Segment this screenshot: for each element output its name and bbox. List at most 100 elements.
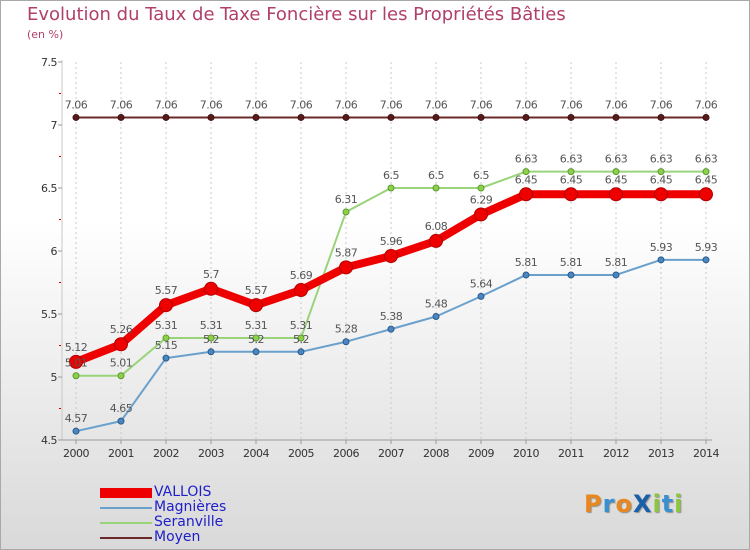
data-label-magnires: 5.2 — [293, 333, 309, 346]
data-label-magnires: 5.81 — [560, 256, 583, 269]
data-point-vallois — [699, 187, 713, 202]
data-label-magnires: 5.93 — [695, 241, 718, 254]
data-point-seranville — [117, 372, 125, 380]
data-label-seranville: 5.31 — [245, 319, 268, 332]
data-point-moyen — [612, 113, 620, 121]
data-point-magnires — [342, 338, 350, 346]
data-label-magnires: 5.28 — [335, 323, 358, 336]
x-tick-label: 2009 — [468, 447, 494, 460]
data-label-vallois: 6.29 — [470, 193, 493, 206]
data-point-seranville — [522, 168, 530, 176]
data-label-vallois: 6.08 — [425, 220, 448, 233]
x-tick-label: 2006 — [333, 447, 359, 460]
data-point-vallois — [474, 207, 488, 222]
y-tick-label: 5 — [51, 371, 58, 384]
legend-label-magnieres: Magnières — [154, 499, 227, 515]
x-tick-label: 2008 — [423, 447, 449, 460]
data-point-moyen — [432, 113, 440, 121]
x-tick-label: 2014 — [693, 447, 719, 460]
data-label-vallois: 5.87 — [335, 246, 358, 259]
data-point-seranville — [702, 168, 710, 176]
data-label-seranville: 6.63 — [650, 153, 673, 166]
data-label-vallois: 5.12 — [65, 341, 88, 354]
data-label-magnires: 5.38 — [380, 310, 403, 323]
data-label-moyen: 7.06 — [65, 98, 88, 111]
data-label-seranville: 6.63 — [560, 153, 583, 166]
data-label-moyen: 7.06 — [290, 98, 313, 111]
data-point-moyen — [387, 113, 395, 121]
data-point-seranville — [612, 168, 620, 176]
data-point-seranville — [477, 184, 485, 192]
data-label-vallois: 5.96 — [380, 235, 403, 248]
data-point-moyen — [522, 113, 530, 121]
data-point-vallois — [294, 283, 308, 298]
data-label-vallois: 5.57 — [155, 284, 178, 297]
data-point-magnires — [252, 348, 260, 356]
x-tick-label: 2000 — [63, 447, 89, 460]
data-point-vallois — [384, 249, 398, 264]
data-label-vallois: 5.69 — [290, 269, 313, 282]
data-label-moyen: 7.06 — [155, 98, 178, 111]
data-label-magnires: 5.2 — [248, 333, 264, 346]
x-tick-label: 2012 — [603, 447, 629, 460]
data-point-moyen — [477, 113, 485, 121]
data-point-moyen — [567, 113, 575, 121]
data-point-seranville — [432, 184, 440, 192]
data-point-vallois — [564, 187, 578, 202]
data-point-magnires — [702, 256, 710, 264]
data-point-moyen — [657, 113, 665, 121]
data-point-moyen — [252, 113, 260, 121]
data-point-seranville — [657, 168, 665, 176]
data-label-vallois: 6.45 — [605, 173, 628, 186]
data-label-magnires: 5.2 — [203, 333, 219, 346]
y-tick-label: 7 — [51, 119, 58, 132]
data-label-moyen: 7.06 — [110, 98, 133, 111]
x-tick-label: 2005 — [288, 447, 314, 460]
data-label-magnires: 5.93 — [650, 241, 673, 254]
x-tick-label: 2002 — [153, 447, 179, 460]
data-point-seranville — [207, 334, 215, 342]
data-label-moyen: 7.06 — [425, 98, 448, 111]
legend-label-seranville: Seranville — [154, 514, 224, 530]
legend-swatch-moyen — [100, 537, 152, 539]
logo-letter: o — [615, 490, 633, 518]
data-point-magnires — [612, 271, 620, 279]
data-point-moyen — [207, 113, 215, 121]
data-point-magnires — [432, 313, 440, 321]
chart-title: Evolution du Taux de Taxe Foncière sur l… — [27, 4, 566, 25]
data-label-magnires: 5.81 — [605, 256, 628, 269]
y-tick-label: 6 — [51, 245, 58, 258]
data-label-vallois: 5.57 — [245, 284, 268, 297]
logo-letter: i — [652, 490, 662, 518]
data-label-magnires: 4.65 — [110, 402, 133, 415]
data-label-vallois: 6.45 — [695, 173, 718, 186]
data-point-vallois — [249, 298, 263, 313]
data-point-moyen — [72, 113, 80, 121]
data-label-seranville: 6.63 — [605, 153, 628, 166]
data-point-magnires — [207, 348, 215, 356]
legend-item-moyen: Moyen — [100, 529, 300, 545]
data-label-seranville: 5.31 — [200, 319, 223, 332]
x-tick-label: 2001 — [108, 447, 134, 460]
data-point-magnires — [297, 348, 305, 356]
data-point-moyen — [117, 113, 125, 121]
data-point-moyen — [702, 113, 710, 121]
data-point-vallois — [429, 233, 443, 248]
data-label-moyen: 7.06 — [560, 98, 583, 111]
data-label-seranville: 6.63 — [515, 153, 538, 166]
legend-swatch-magnieres — [100, 507, 152, 509]
data-point-vallois — [339, 260, 353, 275]
legend-item-magnieres: Magnières — [100, 499, 300, 515]
data-point-seranville — [72, 372, 80, 380]
data-label-seranville: 5.01 — [65, 357, 88, 370]
data-label-seranville: 5.31 — [155, 319, 178, 332]
data-point-vallois — [159, 298, 173, 313]
data-label-vallois: 6.45 — [515, 173, 538, 186]
data-label-magnires: 5.48 — [425, 298, 448, 311]
x-tick-label: 2013 — [648, 447, 674, 460]
logo-letter: r — [602, 490, 616, 518]
data-label-seranville: 5.31 — [290, 319, 313, 332]
data-point-vallois — [609, 187, 623, 202]
logo-letter: P — [584, 490, 603, 518]
